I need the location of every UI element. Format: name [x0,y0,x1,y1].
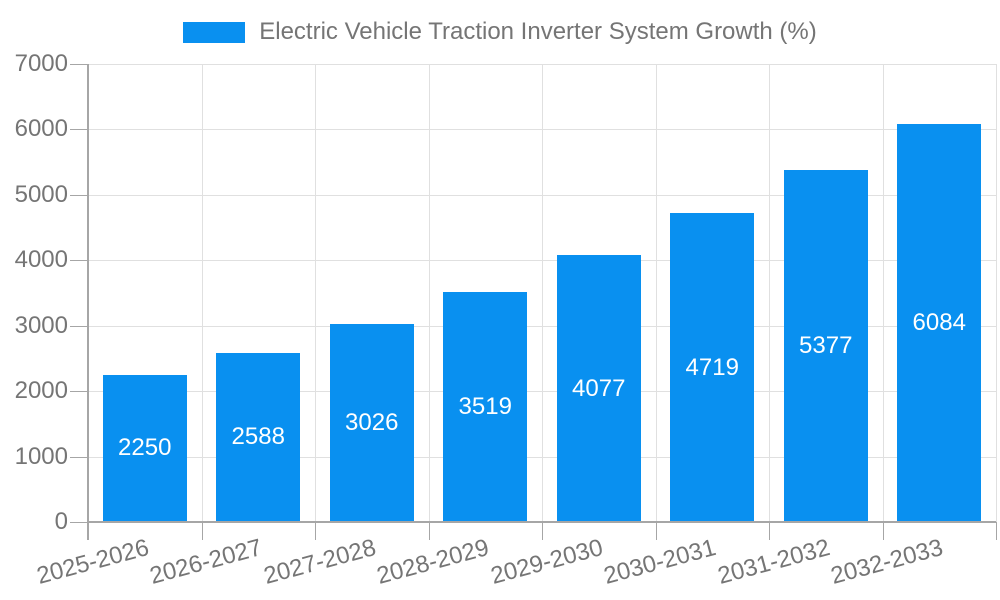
x-axis-tick [428,522,430,540]
bar-value-label: 4719 [685,353,739,381]
y-axis-tick [70,194,88,196]
bar[interactable]: 3519 [443,291,528,522]
y-tick-label: 0 [54,508,68,535]
y-tick-label: 5000 [14,180,68,208]
bar[interactable]: 2588 [216,352,301,522]
x-gridline [542,64,543,522]
y-tick-label: 6000 [14,115,68,143]
x-axis-tick [996,522,997,540]
x-gridline [769,64,770,522]
bar-value-label: 5377 [799,332,853,360]
y-axis-tick [70,129,88,131]
chart-legend[interactable]: Electric Vehicle Traction Inverter Syste… [0,18,1000,46]
x-axis-line [87,521,996,523]
x-axis-tick [315,522,316,540]
x-gridline [315,64,316,522]
x-gridline [655,64,657,522]
y-tick-label: 2000 [14,377,68,405]
legend-label: Electric Vehicle Traction Inverter Syste… [259,18,817,45]
bar-value-label: 6084 [912,308,966,336]
bar-value-label: 3026 [345,408,399,436]
x-axis-tick [542,522,543,540]
x-tick-label: 2030-2031 [601,534,720,590]
x-tick-label: 2031-2032 [714,534,833,590]
bar-value-label: 3519 [458,392,512,420]
x-axis-tick [882,522,884,540]
y-tick-label: 7000 [14,50,68,77]
y-axis-tick [70,325,88,327]
bar[interactable]: 6084 [897,123,982,522]
x-tick-label: 2025-2026 [33,534,152,590]
bar-value-label: 4077 [572,374,626,402]
x-axis-tick [655,522,657,540]
x-gridline [882,64,884,522]
x-tick-label: 2026-2027 [147,534,266,590]
bar[interactable]: 4719 [670,213,755,522]
x-axis-tick [201,522,203,540]
y-axis-tick [70,391,88,393]
bar-value-label: 2588 [231,423,285,451]
x-gridline [201,64,203,522]
y-tick-label: 3000 [14,311,68,339]
x-tick-label: 2027-2028 [260,534,379,590]
bar-value-label: 2250 [118,434,172,462]
x-tick-label: 2028-2029 [374,534,493,590]
x-tick-label: 2029-2030 [487,534,606,590]
bar[interactable]: 2250 [102,374,187,522]
x-axis-tick [769,522,770,540]
y-tick-label: 4000 [14,246,68,274]
y-axis-tick [70,456,88,458]
bar[interactable]: 3026 [329,324,414,522]
y-tick-label: 1000 [14,442,68,470]
bar[interactable]: 4077 [556,255,641,522]
legend-swatch-icon [183,21,246,43]
x-gridline [428,64,430,522]
y-axis-tick [70,522,88,523]
y-axis-tick [70,64,88,65]
x-tick-label: 2032-2033 [828,534,947,590]
y-axis-line [87,64,89,540]
x-gridline [996,64,997,522]
y-axis-tick [70,260,88,262]
bar[interactable]: 5377 [783,170,868,522]
